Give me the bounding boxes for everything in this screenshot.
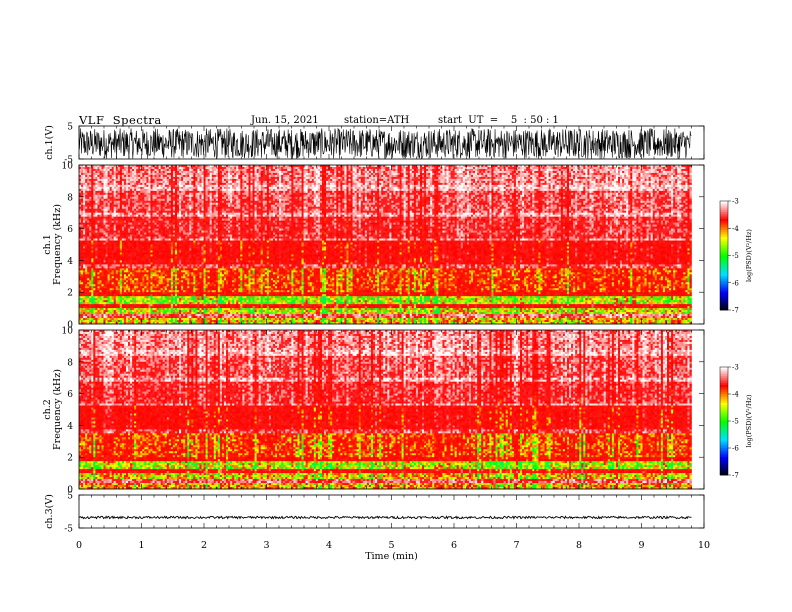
ch1-waveform-panel: 5 -5 ch.1(V) (44, 123, 705, 166)
start-time-label: start UT = 5 : 50 : 1 (438, 115, 559, 126)
ch3-waveform-trace (78, 515, 692, 520)
cb2-tick: -5 (732, 418, 739, 426)
ch1-spectrogram-cells (79, 165, 692, 325)
cb2-label: log(PSD)(V²/Hz) (745, 394, 753, 447)
cb1-tick: -4 (732, 225, 739, 233)
ch1-waveform-ylabel: ch.1(V) (44, 125, 55, 160)
time-tick-label: 2 (201, 540, 207, 551)
ch2-spectrogram-ytick: 2 (67, 454, 73, 464)
ch2-spectrogram-panel: 0 2 4 6 8 10 ch.2 Frequency (kHz) (42, 327, 705, 496)
ch1-spectrogram-ytick: 0 (67, 321, 73, 331)
time-tick-label: 8 (576, 540, 582, 551)
ch1-spectrogram-channel-label: ch.1 (42, 234, 53, 255)
figure-title: VLF Spectra (79, 113, 162, 127)
ch1-spectrogram-ylabel: Frequency (kHz) (52, 204, 63, 285)
date-label: Jun. 15, 2021 (251, 115, 319, 126)
ch1-waveform-trace (78, 127, 692, 160)
ch1-waveform-ytick: 5 (67, 123, 73, 133)
time-tick-label: 0 (76, 540, 82, 551)
ch3-waveform-ytick: -5 (64, 525, 73, 535)
ch2-spectrogram-ylabel: Frequency (kHz) (52, 369, 63, 450)
station-label: station=ATH (344, 115, 409, 126)
ch1-spectrogram-ytick: 4 (67, 257, 73, 267)
cb2-tick: -6 (732, 445, 739, 453)
cb1-tick: -5 (732, 252, 739, 260)
cb1-label: log(PSD)(V²/Hz) (745, 229, 753, 282)
cb2-tick: -3 (732, 364, 739, 372)
ch2-spectrogram-cells (79, 330, 692, 490)
ch2-spectrogram-ytick: 0 (67, 486, 73, 496)
cb2-tick: -7 (732, 472, 739, 480)
time-tick-label: 7 (513, 540, 519, 551)
ch1-spectrogram-ytick: 6 (67, 225, 73, 235)
time-tick-label: 1 (138, 540, 144, 551)
time-tick-label: 4 (326, 540, 332, 551)
time-tick-label: 9 (638, 540, 644, 551)
cb1-tick: -6 (732, 279, 739, 287)
ch3-waveform-ytick: 5 (67, 492, 73, 502)
ch1-spectrogram-ytick: 2 (67, 289, 73, 299)
ch2-spectrogram-channel-label: ch.2 (42, 399, 53, 420)
time-axis-label: Time (min) (365, 551, 418, 562)
ch2-spectrogram-ytick: 4 (67, 422, 73, 432)
time-tick-label: 5 (388, 540, 394, 551)
time-axis: 0 1 2 3 4 5 6 7 8 9 10 Time (min) (76, 540, 710, 562)
ch1-spectrogram-ytick: 10 (62, 162, 74, 172)
ch1-spectrogram-panel: 0 2 4 6 8 10 ch.1 Frequency (kHz) (42, 162, 705, 331)
time-tick-label: 10 (698, 540, 710, 551)
ch1-spectrogram-ytick: 8 (67, 193, 73, 203)
time-tick-label: 6 (451, 540, 457, 551)
ch3-waveform-ylabel: ch.3(V) (44, 494, 55, 529)
ch2-spectrogram-ytick: 10 (62, 327, 74, 337)
cb1-tick: -7 (732, 307, 739, 315)
ch1-waveform-ytick: -5 (64, 156, 73, 166)
time-tick-label: 3 (263, 540, 269, 551)
colorbar-ch1: -3 -4 -5 -6 -7 log(PSD)(V²/Hz) (719, 198, 753, 315)
ch2-spectrogram-ytick: 8 (67, 358, 73, 368)
cb1-tick: -3 (732, 198, 739, 206)
ch2-spectrogram-ytick: 6 (67, 390, 73, 400)
cb2-tick: -4 (732, 391, 739, 399)
colorbar-ch2: -3 -4 -5 -6 -7 log(PSD)(V²/Hz) (719, 364, 753, 480)
ch3-waveform-panel: 5 -5 ch.3(V) (44, 492, 705, 535)
